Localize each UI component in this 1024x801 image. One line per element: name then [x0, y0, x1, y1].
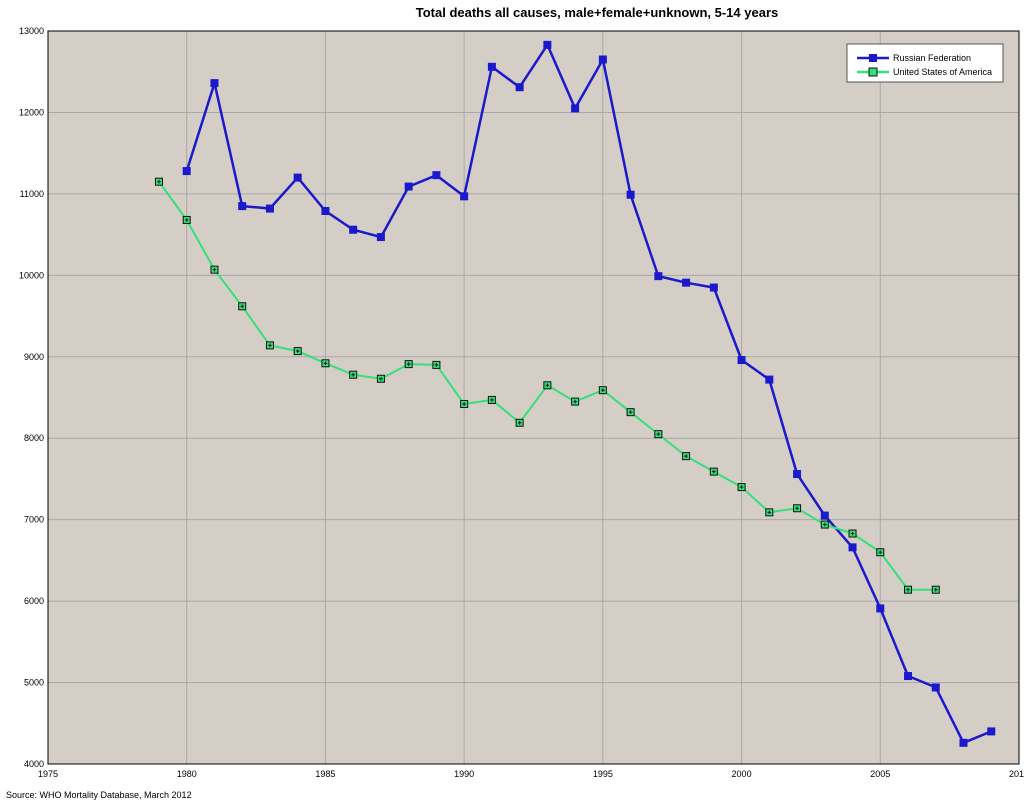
- data-point-united-states-of-america-1984: [293, 347, 302, 356]
- data-point-united-states-of-america-1983: [265, 341, 274, 350]
- data-point-russian-federation-1981: [210, 79, 219, 88]
- data-point-united-states-of-america-2001: [765, 508, 774, 517]
- data-point-united-states-of-america-1990: [460, 400, 469, 409]
- data-point-russian-federation-1985: [321, 206, 330, 215]
- data-point-russian-federation-1997: [654, 272, 663, 281]
- data-point-united-states-of-america-1986: [349, 370, 358, 379]
- data-point-russian-federation-2002: [793, 470, 802, 479]
- data-point-united-states-of-america-1992: [515, 418, 524, 427]
- legend-label-russian-federation: Russian Federation: [893, 53, 971, 63]
- data-point-russian-federation-1992: [515, 83, 524, 92]
- data-point-united-states-of-america-1989: [432, 360, 441, 369]
- x-tick-label-1990: 1990: [454, 769, 474, 779]
- series-russian-federation: [182, 40, 996, 747]
- data-point-russian-federation-2006: [904, 672, 913, 681]
- y-tick-label-11000: 11000: [20, 189, 44, 199]
- data-point-russian-federation-1998: [682, 278, 691, 287]
- data-point-united-states-of-america-1982: [238, 302, 247, 311]
- x-tick-label-2010: 2010: [1009, 769, 1024, 779]
- x-tick-label-2000: 2000: [732, 769, 752, 779]
- data-point-russian-federation-1988: [404, 182, 413, 191]
- data-point-united-states-of-america-1995: [598, 386, 607, 395]
- data-point-united-states-of-america-2007: [931, 585, 940, 594]
- data-point-united-states-of-america-1999: [709, 467, 718, 476]
- data-point-united-states-of-america-1994: [571, 397, 580, 406]
- data-point-russian-federation-1989: [432, 171, 441, 180]
- legend-label-united-states: United States of America: [893, 67, 992, 77]
- y-tick-label-4000: 4000: [24, 759, 44, 769]
- data-point-united-states-of-america-2004: [848, 529, 857, 538]
- data-point-united-states-of-america-2006: [904, 585, 913, 594]
- legend-marker-united-states: [868, 67, 878, 77]
- data-point-united-states-of-america-1979: [154, 177, 163, 186]
- data-point-russian-federation-2003: [820, 511, 829, 520]
- series-layer: [154, 40, 996, 747]
- data-point-russian-federation-1993: [543, 40, 552, 49]
- data-point-united-states-of-america-1997: [654, 430, 663, 439]
- data-point-united-states-of-america-1996: [626, 408, 635, 417]
- data-point-russian-federation-1982: [238, 202, 247, 211]
- data-point-united-states-of-america-1988: [404, 360, 413, 369]
- data-point-united-states-of-america-2000: [737, 483, 746, 492]
- data-point-russian-federation-1999: [709, 283, 718, 292]
- data-point-united-states-of-america-1991: [487, 395, 496, 404]
- data-point-russian-federation-1994: [571, 104, 580, 113]
- legend-marker-russian-federation: [869, 54, 877, 62]
- y-tick-label-5000: 5000: [24, 678, 44, 688]
- data-point-russian-federation-2000: [737, 356, 746, 365]
- axis-ticks: 1975 1980 1985 1990 1995 2000 2005 2010 4000 5000…: [19, 26, 1024, 779]
- data-point-united-states-of-america-1985: [321, 359, 330, 368]
- data-point-united-states-of-america-2002: [793, 504, 802, 513]
- x-tick-label-1985: 1985: [315, 769, 335, 779]
- data-point-russian-federation-1986: [349, 225, 358, 234]
- data-point-russian-federation-1984: [293, 173, 302, 182]
- data-point-russian-federation-2004: [848, 543, 857, 552]
- data-point-russian-federation-2005: [876, 604, 885, 613]
- data-point-russian-federation-1990: [460, 192, 469, 201]
- data-point-russian-federation-1980: [182, 167, 191, 176]
- data-point-united-states-of-america-1987: [376, 374, 385, 383]
- source-note: Source: WHO Mortality Database, March 20…: [6, 790, 192, 800]
- data-point-russian-federation-2009: [987, 727, 996, 736]
- legend: Russian Federation United States of Amer…: [846, 43, 1004, 83]
- y-tick-label-6000: 6000: [24, 596, 44, 606]
- data-point-united-states-of-america-1993: [543, 381, 552, 390]
- y-tick-label-12000: 12000: [19, 107, 44, 117]
- y-tick-label-7000: 7000: [24, 515, 44, 525]
- data-point-russian-federation-2008: [959, 738, 968, 747]
- data-point-russian-federation-2007: [931, 683, 940, 692]
- chart-title: Total deaths all causes, male+female+unk…: [416, 5, 778, 20]
- y-tick-label-13000: 13000: [19, 26, 44, 36]
- plot-frame: [47, 30, 1020, 765]
- x-tick-label-1975: 1975: [38, 769, 58, 779]
- series-united-states-of-america: [154, 177, 940, 594]
- data-point-united-states-of-america-1980: [182, 215, 191, 224]
- data-point-russian-federation-1983: [265, 204, 274, 213]
- data-point-russian-federation-1991: [487, 62, 496, 71]
- data-point-russian-federation-1987: [376, 233, 385, 242]
- grid-lines: [48, 31, 1019, 764]
- data-point-united-states-of-america-2003: [820, 520, 829, 529]
- data-point-united-states-of-america-2005: [876, 548, 885, 557]
- series-line-russian-federation: [185, 43, 992, 745]
- plot-area: [48, 31, 1019, 764]
- data-point-russian-federation-1996: [626, 190, 635, 199]
- y-tick-label-9000: 9000: [24, 352, 44, 362]
- y-tick-label-10000: 10000: [19, 270, 44, 280]
- x-tick-label-2005: 2005: [870, 769, 890, 779]
- data-point-united-states-of-america-1998: [682, 452, 691, 461]
- x-tick-label-1980: 1980: [177, 769, 197, 779]
- y-tick-label-8000: 8000: [24, 433, 44, 443]
- data-point-russian-federation-1995: [598, 55, 607, 64]
- data-point-united-states-of-america-1981: [210, 265, 219, 274]
- data-point-russian-federation-2001: [765, 375, 774, 384]
- x-tick-label-1995: 1995: [593, 769, 613, 779]
